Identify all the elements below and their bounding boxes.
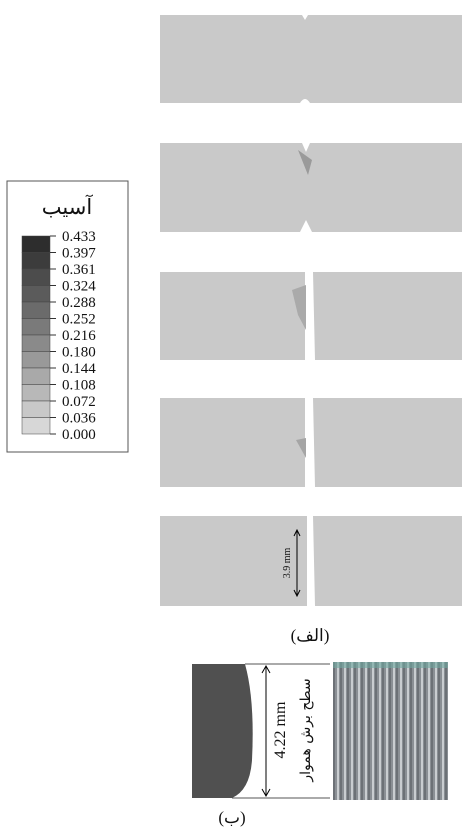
- legend-label: 0.288: [62, 295, 96, 311]
- legend-swatch: [22, 352, 50, 369]
- strip: [160, 143, 462, 232]
- legend-label: 0.252: [62, 312, 96, 328]
- legend-swatch: [22, 319, 50, 336]
- legend-swatch: [22, 418, 50, 435]
- legend-label: 0.144: [62, 361, 96, 377]
- dimension-label: 4.22 mm: [272, 701, 289, 758]
- legend-label: 0.000: [62, 427, 96, 443]
- caption: (الف): [291, 626, 330, 645]
- legend-label: 0.108: [62, 378, 96, 394]
- legend-swatch: [22, 335, 50, 352]
- legend-label: 0.072: [62, 394, 96, 410]
- legend-label: 0.361: [62, 262, 96, 278]
- legend-swatch: [22, 253, 50, 270]
- strip: [160, 398, 462, 487]
- legend-label: 0.397: [62, 246, 96, 262]
- legend-label: 0.180: [62, 345, 96, 361]
- legend-label: 0.036: [62, 411, 96, 427]
- dimension-label: 3.9 mm: [282, 548, 293, 579]
- photo-edge: [333, 662, 448, 668]
- strip: [160, 15, 462, 103]
- legend-label: 0.216: [62, 328, 96, 344]
- legend-swatch: [22, 401, 50, 418]
- figure: آسیب 0.4330.3970.3610.3240.2880.2520.216…: [0, 0, 462, 829]
- legend-label: 0.433: [62, 229, 96, 245]
- legend-swatch: [22, 286, 50, 303]
- fracture-photo: [333, 662, 448, 800]
- specimen-profile: [192, 664, 253, 798]
- legend-swatch: [22, 236, 50, 253]
- simulation-strips: 3.9 mm: [160, 15, 462, 606]
- legend-swatch: [22, 269, 50, 286]
- legend-label: 0.324: [62, 279, 96, 295]
- strip: [160, 272, 462, 360]
- legend-swatch: [22, 385, 50, 402]
- strip: [160, 516, 462, 606]
- surface-label: سطح برش هموار: [298, 678, 314, 782]
- legend-swatch: [22, 302, 50, 319]
- legend-swatch: [22, 368, 50, 385]
- legend-title: آسیب: [42, 193, 94, 219]
- caption: (ب): [218, 808, 245, 827]
